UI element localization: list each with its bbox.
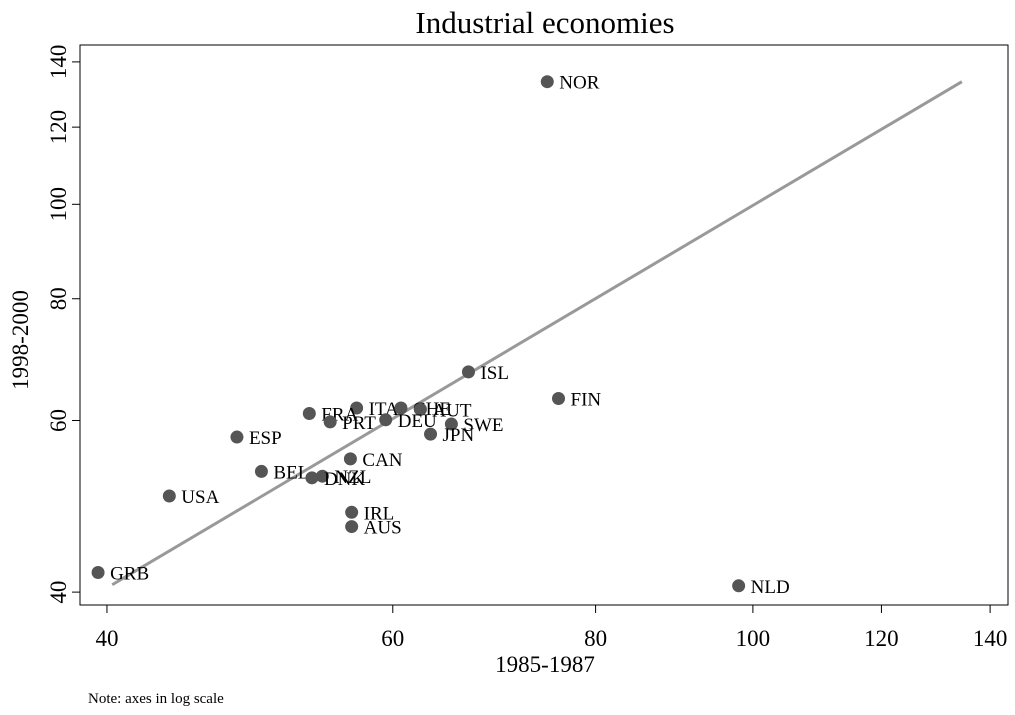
point [552,392,566,406]
point [540,75,554,89]
point [91,565,105,579]
point [394,401,408,415]
x-tick-label: 140 [973,626,1008,651]
point [413,402,427,416]
point [230,430,244,444]
x-tick-label: 120 [864,626,899,651]
chart-title: Industrial economies [415,5,674,40]
point [345,505,359,519]
point [343,452,357,466]
point [345,520,359,534]
point [461,365,475,379]
y-tick-label: 40 [46,581,71,604]
point-label: FIN [571,390,602,411]
point [162,489,176,503]
point-label: DEU [398,411,437,432]
point-label: IRL [364,503,395,524]
plot-frame [79,44,1009,606]
x-tick-label: 80 [584,626,607,651]
point-label: JPN [443,425,475,446]
y-tick-label: 120 [46,110,71,145]
point-label: ESP [249,428,282,449]
y-axis-title: 1998-2000 [8,290,33,390]
point-label: CAN [362,450,402,471]
point-label: NOR [559,73,599,94]
x-axis-title: 1985-1987 [495,652,595,677]
point [444,417,458,431]
note: Note: axes in log scale [88,691,224,707]
point-label: NZL [334,467,371,488]
point-label: USA [181,487,219,508]
fit-line [111,80,963,587]
point-label: ISL [480,363,509,384]
y-tick-label: 100 [46,187,71,222]
point [424,427,438,441]
point [302,407,316,421]
point [732,579,746,593]
point-label: ITA [369,399,399,420]
point-label: AUS [364,518,402,539]
y-tick-label: 60 [46,409,71,432]
y-tick-label: 140 [46,45,71,79]
point-label: NLD [751,577,790,598]
x-tick-label: 60 [381,626,404,651]
y-tick-label: 80 [46,287,71,310]
x-tick-label: 100 [736,626,771,651]
point [379,413,393,427]
point-label: PRT [342,413,376,434]
point-label: BEL [273,462,309,483]
point-label: SWE [463,415,503,436]
point-label: GRB [110,563,149,584]
point [254,464,268,478]
point [315,469,329,483]
point [350,401,364,415]
x-tick-label: 40 [95,626,118,651]
point-label: AUT [432,400,471,421]
point-label: DNK [324,469,365,490]
point [305,471,319,485]
point [323,415,337,429]
